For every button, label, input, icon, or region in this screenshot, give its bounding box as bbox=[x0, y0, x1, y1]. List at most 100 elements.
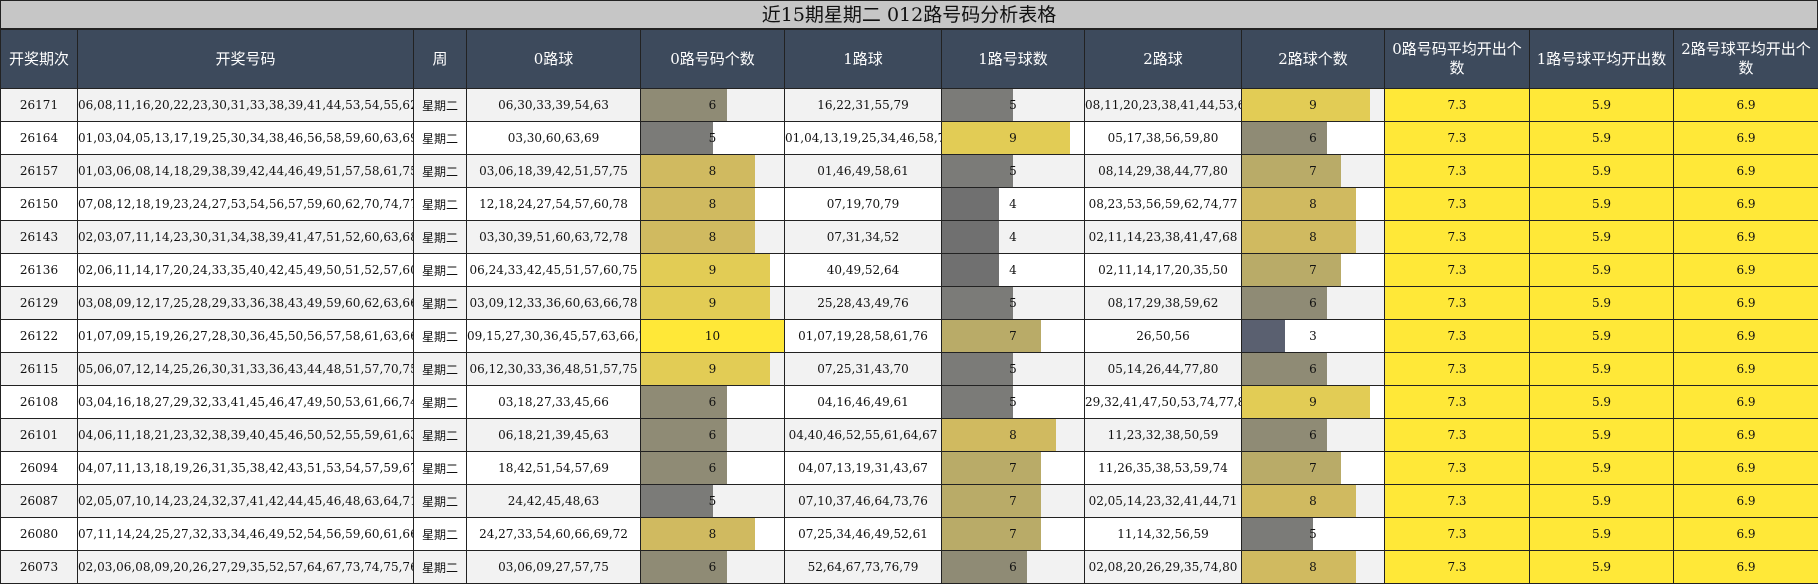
count-value: 8 bbox=[1309, 197, 1317, 211]
cell-route1-avg: 5.9 bbox=[1530, 386, 1674, 419]
cell-route2-avg: 6.9 bbox=[1674, 320, 1818, 353]
cell-route0-avg: 7.3 bbox=[1385, 89, 1530, 122]
cell-numbers: 03,08,09,12,17,25,28,29,33,36,38,43,49,5… bbox=[78, 287, 414, 320]
count-bar-fill bbox=[1242, 221, 1356, 253]
count-value: 5 bbox=[1009, 362, 1017, 376]
cell-route1: 16,22,31,55,79 bbox=[785, 89, 942, 122]
cell-numbers: 02,03,07,11,14,23,30,31,34,38,39,41,47,5… bbox=[78, 221, 414, 254]
count-bar-fill bbox=[641, 254, 770, 286]
cell-route2-count: 6 bbox=[1242, 419, 1385, 452]
cell-route1-avg: 5.9 bbox=[1530, 353, 1674, 386]
cell-route1: 07,25,34,46,49,52,61 bbox=[785, 518, 942, 551]
col-header-route1-count: 1路号球数 bbox=[942, 30, 1085, 89]
count-bar-fill bbox=[641, 353, 770, 385]
count-value: 9 bbox=[709, 263, 717, 277]
count-value: 8 bbox=[1309, 230, 1317, 244]
col-header-route2-avg: 2路号球平均开出个数 bbox=[1674, 30, 1818, 89]
cell-route0-count: 9 bbox=[641, 287, 785, 320]
analysis-table: 开奖期次 开奖号码 周 0路球 0路号码个数 1路球 1路号球数 2路球 2路球… bbox=[0, 29, 1818, 584]
cell-route1: 04,16,46,49,61 bbox=[785, 386, 942, 419]
cell-route2: 02,05,14,23,32,41,44,71 bbox=[1085, 485, 1242, 518]
count-bar-fill bbox=[942, 386, 1013, 418]
count-bar-fill bbox=[942, 419, 1056, 451]
cell-week: 星期二 bbox=[414, 122, 467, 155]
cell-numbers: 02,06,11,14,17,20,24,33,35,40,42,45,49,5… bbox=[78, 254, 414, 287]
count-value: 6 bbox=[709, 560, 717, 574]
cell-route1: 07,19,70,79 bbox=[785, 188, 942, 221]
cell-route2: 05,14,26,44,77,80 bbox=[1085, 353, 1242, 386]
count-value: 6 bbox=[709, 395, 717, 409]
cell-route1-count: 5 bbox=[942, 89, 1085, 122]
count-bar-fill bbox=[1242, 452, 1341, 484]
count-bar-fill bbox=[641, 155, 755, 187]
cell-issue: 26129 bbox=[1, 287, 78, 320]
cell-route1: 04,07,13,19,31,43,67 bbox=[785, 452, 942, 485]
cell-route1-avg: 5.9 bbox=[1530, 485, 1674, 518]
cell-route1-count: 5 bbox=[942, 287, 1085, 320]
count-value: 6 bbox=[1309, 428, 1317, 442]
count-value: 7 bbox=[1309, 263, 1317, 277]
cell-week: 星期二 bbox=[414, 419, 467, 452]
cell-route0: 03,30,60,63,69 bbox=[467, 122, 641, 155]
cell-route2-avg: 6.9 bbox=[1674, 551, 1818, 584]
cell-route2: 26,50,56 bbox=[1085, 320, 1242, 353]
cell-route1-count: 6 bbox=[942, 551, 1085, 584]
cell-week: 星期二 bbox=[414, 485, 467, 518]
cell-route2: 02,08,20,26,29,35,74,80 bbox=[1085, 551, 1242, 584]
cell-route0-count: 9 bbox=[641, 254, 785, 287]
cell-route0-avg: 7.3 bbox=[1385, 353, 1530, 386]
cell-route0: 03,06,09,27,57,75 bbox=[467, 551, 641, 584]
count-value: 8 bbox=[709, 527, 717, 541]
col-header-route0-avg: 0路号码平均开出个数 bbox=[1385, 30, 1530, 89]
count-value: 8 bbox=[1309, 560, 1317, 574]
count-bar-fill bbox=[1242, 320, 1285, 352]
cell-route0-avg: 7.3 bbox=[1385, 452, 1530, 485]
cell-route1-avg: 5.9 bbox=[1530, 155, 1674, 188]
cell-route0: 24,27,33,54,60,66,69,72 bbox=[467, 518, 641, 551]
cell-numbers: 06,08,11,16,20,22,23,30,31,33,38,39,41,4… bbox=[78, 89, 414, 122]
count-value: 6 bbox=[709, 428, 717, 442]
cell-numbers: 02,05,07,10,14,23,24,32,37,41,42,44,45,4… bbox=[78, 485, 414, 518]
cell-week: 星期二 bbox=[414, 89, 467, 122]
cell-route0-count: 5 bbox=[641, 122, 785, 155]
cell-route0: 03,06,18,39,42,51,57,75 bbox=[467, 155, 641, 188]
cell-route0: 06,24,33,42,45,51,57,60,75 bbox=[467, 254, 641, 287]
cell-route1-count: 8 bbox=[942, 419, 1085, 452]
count-bar-fill bbox=[1242, 155, 1341, 187]
count-bar-fill bbox=[942, 254, 999, 286]
count-value: 7 bbox=[1309, 164, 1317, 178]
count-value: 8 bbox=[709, 197, 717, 211]
col-header-route1: 1路球 bbox=[785, 30, 942, 89]
cell-route2-count: 5 bbox=[1242, 518, 1385, 551]
count-value: 8 bbox=[1009, 428, 1017, 442]
cell-route1-avg: 5.9 bbox=[1530, 452, 1674, 485]
cell-numbers: 04,06,11,18,21,23,32,38,39,40,45,46,50,5… bbox=[78, 419, 414, 452]
col-header-week: 周 bbox=[414, 30, 467, 89]
cell-route2: 08,11,20,23,38,41,44,53,62 bbox=[1085, 89, 1242, 122]
count-value: 4 bbox=[1009, 263, 1017, 277]
header-row: 开奖期次 开奖号码 周 0路球 0路号码个数 1路球 1路号球数 2路球 2路球… bbox=[1, 30, 1818, 89]
cell-route2-avg: 6.9 bbox=[1674, 419, 1818, 452]
cell-route1-avg: 5.9 bbox=[1530, 287, 1674, 320]
count-value: 8 bbox=[709, 164, 717, 178]
cell-route0-avg: 7.3 bbox=[1385, 221, 1530, 254]
cell-route2-count: 9 bbox=[1242, 386, 1385, 419]
cell-week: 星期二 bbox=[414, 452, 467, 485]
count-value: 7 bbox=[1009, 527, 1017, 541]
cell-route0-avg: 7.3 bbox=[1385, 155, 1530, 188]
count-bar-fill bbox=[942, 89, 1013, 121]
count-bar-fill bbox=[1242, 386, 1370, 418]
cell-route0-avg: 7.3 bbox=[1385, 518, 1530, 551]
cell-route1-avg: 5.9 bbox=[1530, 89, 1674, 122]
cell-issue: 26094 bbox=[1, 452, 78, 485]
cell-route2-count: 6 bbox=[1242, 287, 1385, 320]
